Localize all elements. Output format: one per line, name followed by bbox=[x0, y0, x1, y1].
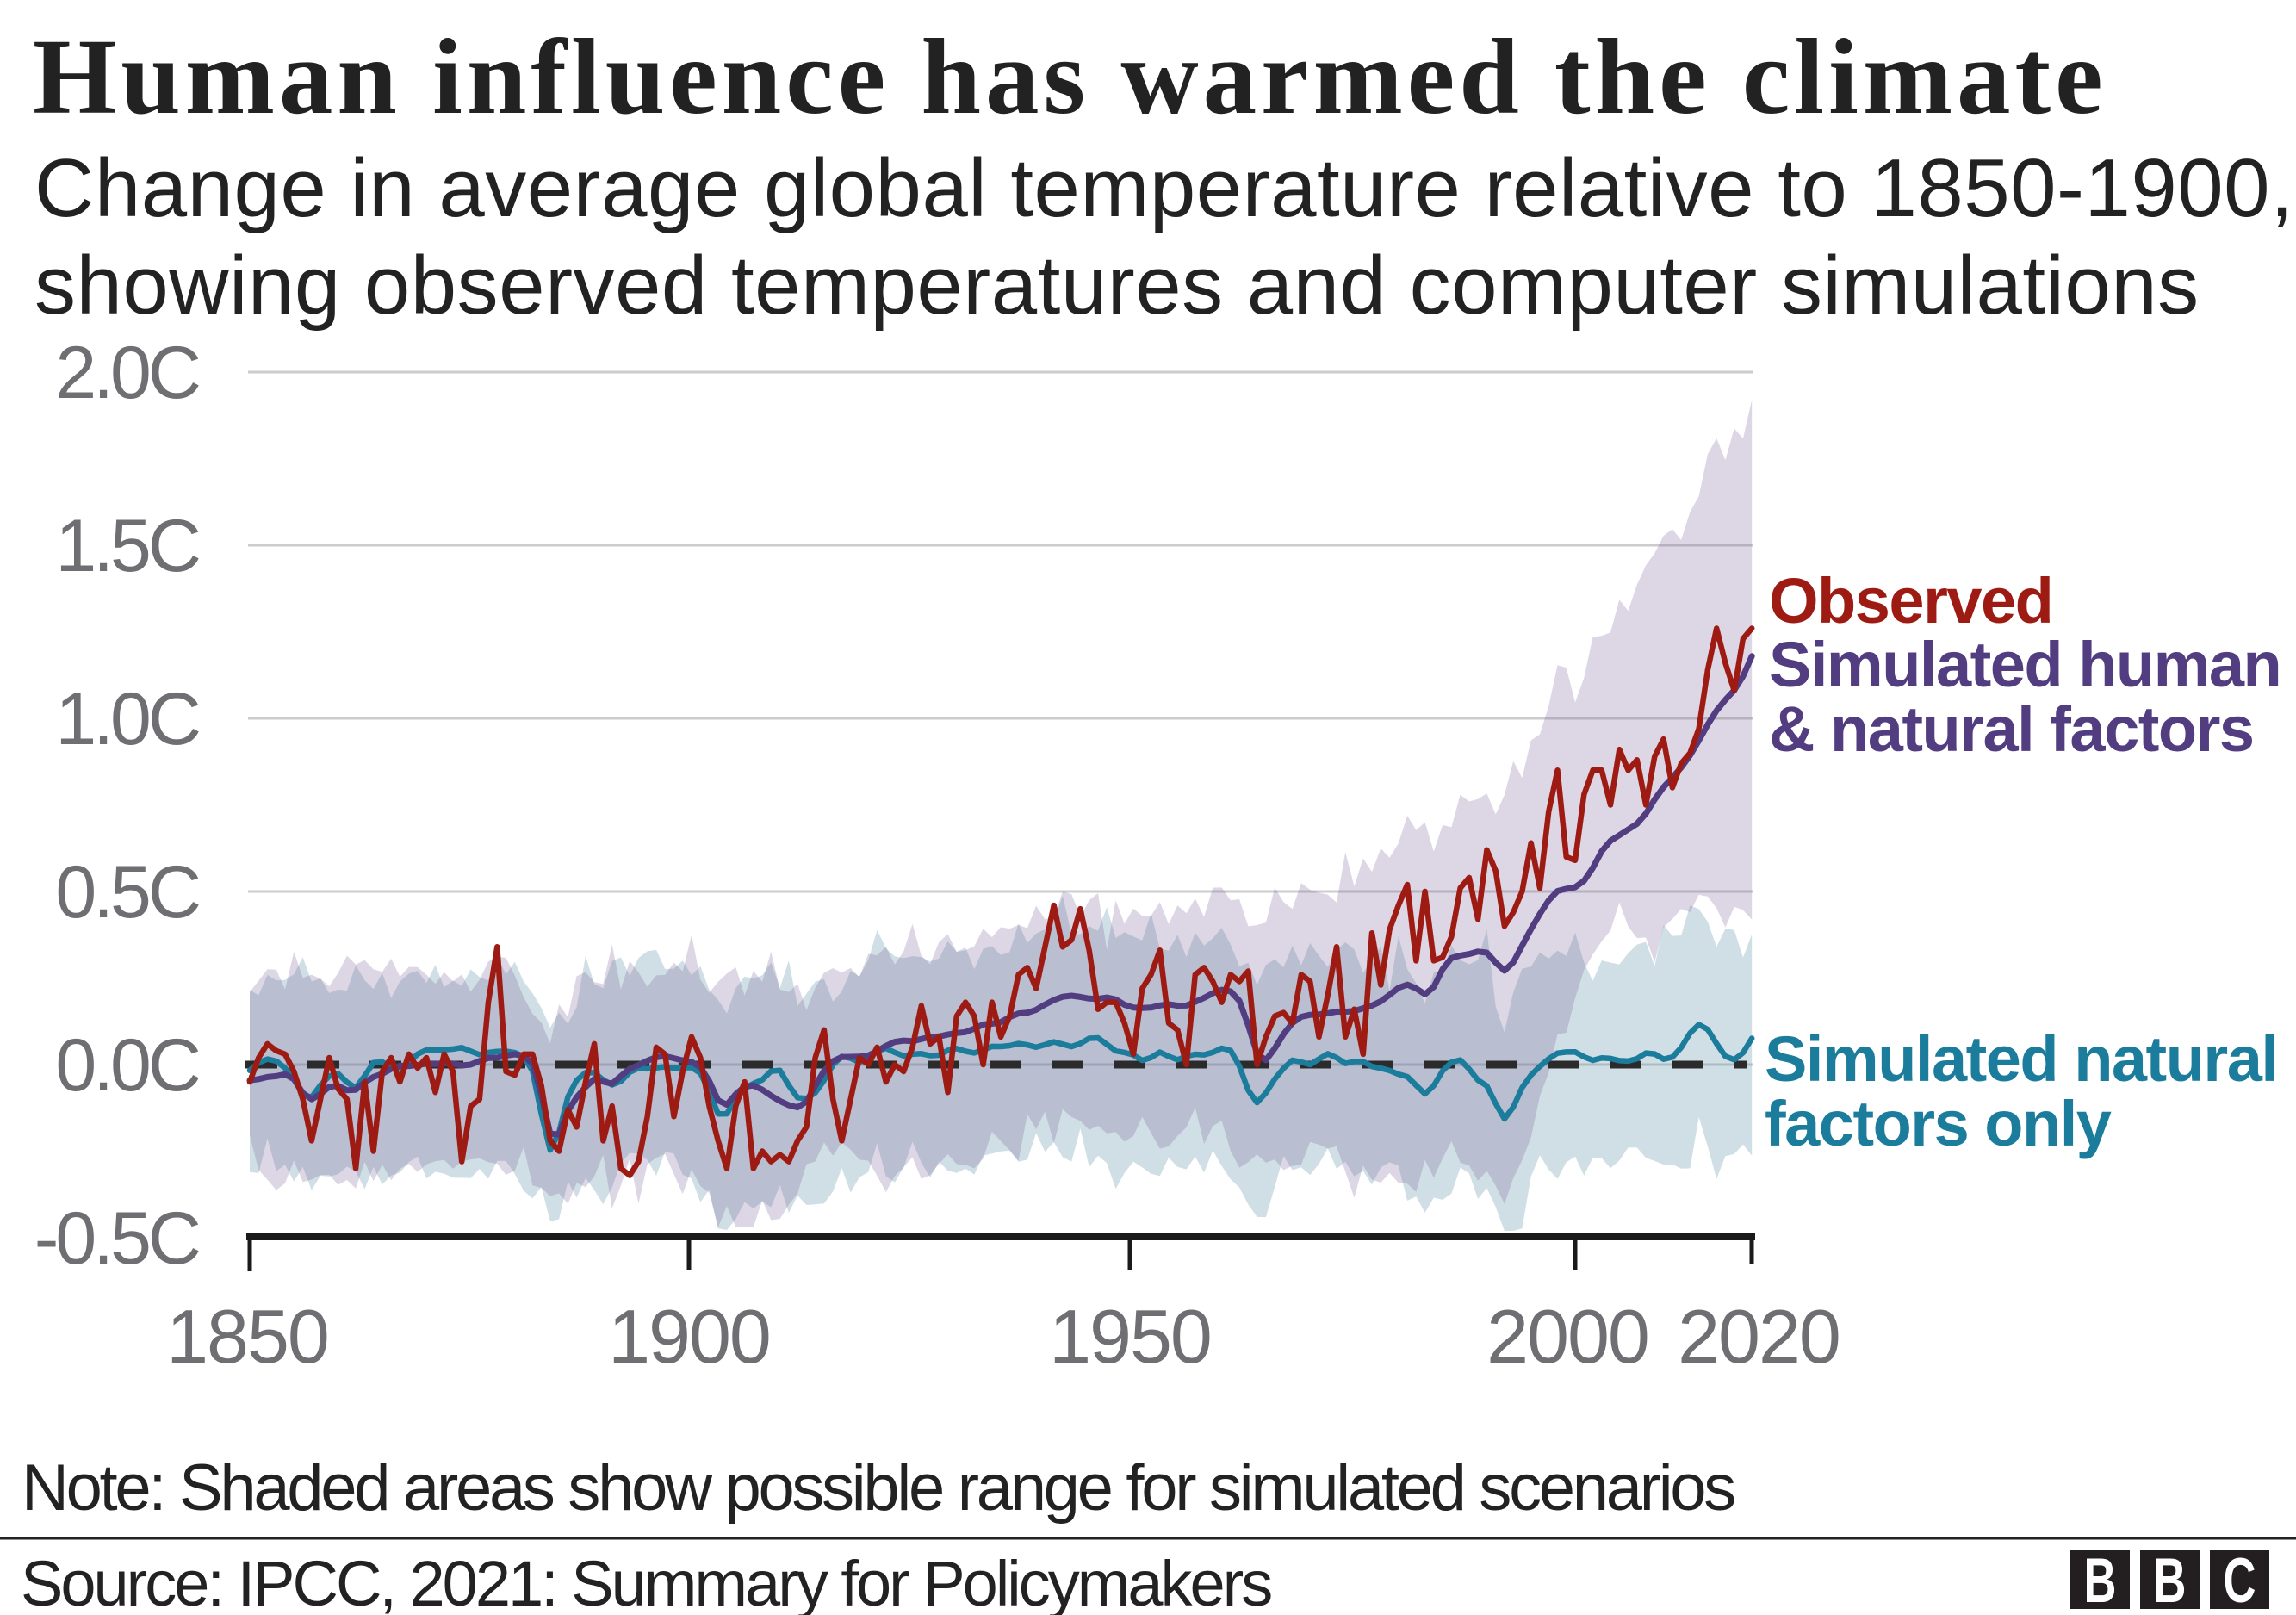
svg-text:C: C bbox=[2224, 1546, 2256, 1615]
svg-text:Human influence has warmed the: Human influence has warmed the climate bbox=[33, 18, 2107, 137]
svg-text:1950: 1950 bbox=[1049, 1294, 1211, 1379]
svg-text:B: B bbox=[2154, 1546, 2187, 1615]
svg-text:0.0C: 0.0C bbox=[55, 1024, 199, 1107]
svg-text:1850: 1850 bbox=[166, 1294, 328, 1379]
svg-text:& natural factors: & natural factors bbox=[1769, 693, 2254, 765]
svg-text:showing observed temperatures: showing observed temperatures and comput… bbox=[34, 239, 2200, 332]
svg-text:1900: 1900 bbox=[608, 1294, 770, 1379]
svg-text:1.5C: 1.5C bbox=[55, 505, 199, 587]
svg-text:Source: IPCC, 2021: Summary fo: Source: IPCC, 2021: Summary for Policyma… bbox=[21, 1548, 1271, 1615]
svg-text:2.0C: 2.0C bbox=[55, 332, 199, 414]
svg-text:Simulated human: Simulated human bbox=[1769, 629, 2280, 700]
svg-text:Observed: Observed bbox=[1769, 565, 2052, 637]
svg-text:Change in average global tempe: Change in average global temperature rel… bbox=[34, 142, 2293, 234]
svg-text:2020: 2020 bbox=[1678, 1294, 1840, 1379]
svg-text:2000: 2000 bbox=[1486, 1294, 1648, 1379]
svg-text:0.5C: 0.5C bbox=[55, 851, 199, 934]
svg-text:B: B bbox=[2084, 1546, 2117, 1615]
svg-text:-0.5C: -0.5C bbox=[34, 1197, 199, 1280]
svg-text:factors only: factors only bbox=[1765, 1088, 2112, 1159]
svg-text:Note: Shaded areas show possib: Note: Shaded areas show possible range f… bbox=[22, 1451, 1734, 1525]
svg-text:1.0C: 1.0C bbox=[55, 678, 199, 761]
svg-text:Simulated natural: Simulated natural bbox=[1765, 1023, 2277, 1095]
